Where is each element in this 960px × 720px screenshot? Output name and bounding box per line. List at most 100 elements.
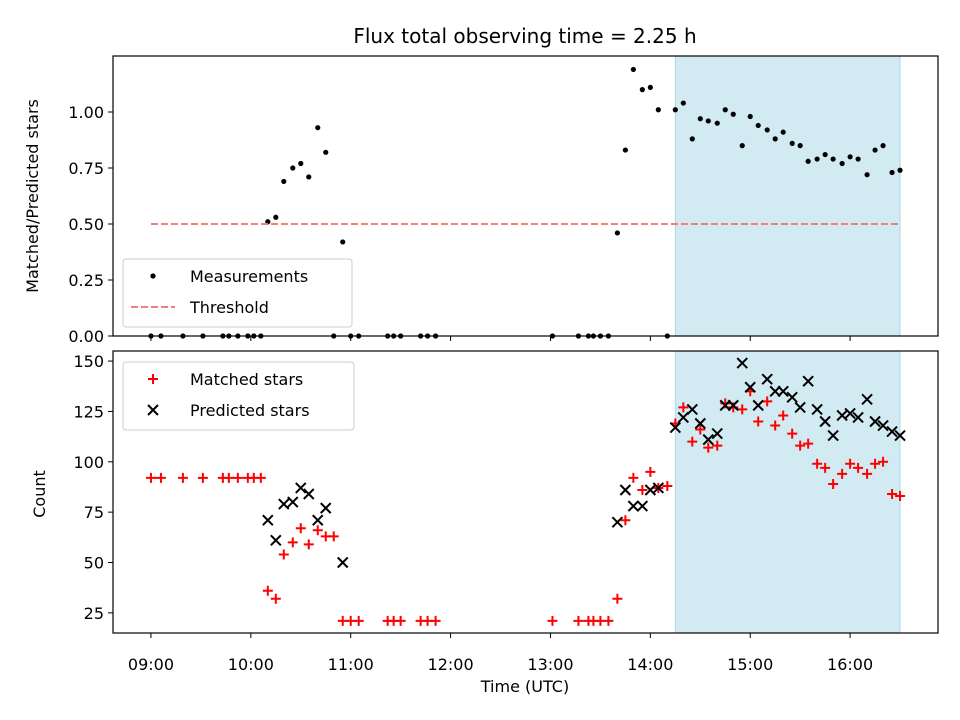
top-axes-frame bbox=[112, 55, 939, 337]
top-point bbox=[739, 143, 745, 149]
top-point bbox=[639, 87, 645, 93]
top-point bbox=[722, 107, 728, 113]
chart-title: Flux total observing time = 2.25 h bbox=[353, 24, 696, 48]
bottom-point bbox=[827, 429, 839, 442]
bottom-point bbox=[737, 404, 748, 415]
bottom-y-tick-label: 125 bbox=[73, 402, 104, 421]
bottom-point bbox=[619, 484, 632, 496]
legend-label: Measurements bbox=[190, 267, 308, 286]
top-point bbox=[290, 165, 296, 171]
bottom-point bbox=[794, 401, 806, 414]
top-point bbox=[298, 160, 304, 167]
top-y-tick-label: 1.00 bbox=[68, 103, 104, 122]
top-legend: Measurements Threshold bbox=[122, 258, 353, 328]
legend-box bbox=[122, 258, 353, 328]
bottom-point bbox=[795, 440, 806, 451]
bottom-point bbox=[770, 420, 781, 431]
bottom-point bbox=[303, 539, 314, 550]
bottom-point bbox=[812, 458, 823, 469]
bottom-y-tick-label: 150 bbox=[73, 352, 104, 371]
bottom-point bbox=[612, 593, 623, 604]
bottom-point bbox=[702, 433, 714, 446]
legend-label: Threshold bbox=[189, 298, 269, 317]
top-point bbox=[872, 147, 878, 153]
bottom-point bbox=[262, 585, 273, 596]
bottom-point bbox=[836, 409, 848, 422]
bottom-point bbox=[645, 466, 656, 477]
bottom-point bbox=[870, 458, 881, 469]
bottom-point bbox=[803, 438, 814, 449]
top-point bbox=[764, 127, 770, 133]
bottom-point bbox=[312, 514, 324, 526]
bottom-point bbox=[862, 468, 873, 479]
bottom-point bbox=[844, 407, 856, 420]
top-point bbox=[747, 113, 753, 120]
legend-label: Matched stars bbox=[190, 370, 303, 389]
bottom-y-tick-label: 50 bbox=[84, 554, 104, 573]
bottom-point bbox=[811, 403, 823, 416]
top-point bbox=[814, 156, 820, 162]
top-point bbox=[772, 136, 778, 142]
bottom-point bbox=[337, 556, 349, 569]
bottom-point bbox=[232, 472, 243, 483]
top-y-tick-label: 0.75 bbox=[68, 159, 104, 178]
top-point bbox=[340, 239, 346, 245]
bottom-legend: Matched stars Predicted stars bbox=[122, 361, 355, 431]
bottom-point bbox=[778, 410, 789, 421]
bottom-point bbox=[819, 415, 831, 428]
bottom-point bbox=[703, 442, 714, 453]
bottom-point bbox=[620, 515, 631, 526]
bottom-point bbox=[761, 373, 773, 385]
top-point bbox=[672, 107, 678, 113]
top-point bbox=[855, 156, 861, 162]
bottom-panel: 09:00 10:00 11:00 12:00 13:00 14:00 15:00 16:00… bbox=[73, 350, 939, 674]
top-point bbox=[622, 147, 628, 153]
top-panel: 0.00 0.25 0.50 0.75 1.00 Measurements Threshol… bbox=[68, 55, 939, 346]
bottom-point bbox=[430, 615, 441, 626]
bottom-point bbox=[695, 424, 706, 435]
top-point bbox=[805, 158, 811, 164]
bottom-point bbox=[752, 399, 764, 412]
bottom-series-1 bbox=[262, 357, 906, 569]
bottom-point bbox=[270, 593, 281, 604]
bottom-point bbox=[753, 416, 764, 427]
top-series-0 bbox=[148, 66, 903, 339]
bottom-point bbox=[744, 381, 756, 393]
bottom-point bbox=[694, 417, 706, 430]
bottom-point bbox=[786, 391, 798, 404]
bottom-point bbox=[861, 393, 873, 406]
bottom-point bbox=[637, 484, 648, 495]
bottom-point bbox=[395, 615, 406, 626]
top-point bbox=[273, 214, 279, 220]
bottom-point bbox=[677, 411, 690, 424]
bottom-point bbox=[727, 399, 739, 412]
x-tick-label: 13:00 bbox=[527, 655, 573, 674]
bottom-point bbox=[223, 472, 234, 483]
bottom-point bbox=[353, 615, 364, 626]
top-point bbox=[714, 120, 720, 126]
top-highlight-span bbox=[674, 55, 901, 337]
top-point bbox=[315, 125, 321, 131]
top-point bbox=[780, 129, 786, 135]
bottom-point bbox=[712, 440, 723, 451]
legend-label: Predicted stars bbox=[190, 401, 310, 420]
bottom-point bbox=[787, 428, 798, 439]
bottom-point bbox=[603, 615, 614, 626]
bottom-point bbox=[802, 375, 814, 387]
bottom-point bbox=[736, 357, 748, 369]
bottom-point bbox=[687, 436, 698, 447]
bottom-point bbox=[887, 489, 898, 500]
bottom-point bbox=[877, 419, 889, 432]
top-point bbox=[281, 178, 287, 185]
top-point bbox=[306, 174, 312, 180]
bottom-point bbox=[287, 537, 298, 548]
legend-marker bbox=[148, 374, 158, 384]
x-axis-label: Time (UTC) bbox=[480, 677, 569, 696]
top-y-tick-label: 0.50 bbox=[68, 215, 104, 234]
bottom-point bbox=[262, 514, 274, 526]
bottom-point bbox=[197, 472, 208, 483]
top-point bbox=[705, 118, 711, 124]
bottom-point bbox=[320, 502, 332, 514]
x-tick-label: 16:00 bbox=[827, 655, 873, 674]
